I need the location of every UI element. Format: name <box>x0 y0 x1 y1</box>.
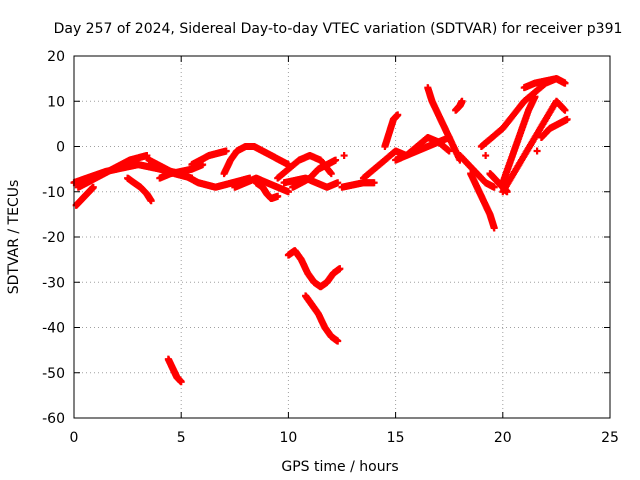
x-tick-label: 10 <box>279 430 297 446</box>
series-dip-3 <box>164 355 185 386</box>
data-point <box>143 152 151 160</box>
x-tick-label: 25 <box>601 430 619 446</box>
series-arc-late-4 <box>424 84 464 164</box>
data-point <box>177 378 185 386</box>
series-arc-early-2 <box>72 183 97 209</box>
data-point <box>334 179 342 187</box>
series-arc-late-15 <box>533 147 541 155</box>
data-point <box>394 111 402 119</box>
series-arc-mid-2 <box>188 147 230 169</box>
series-arc-late-13 <box>486 170 511 196</box>
series-arc-early-6 <box>156 161 207 182</box>
data-point <box>332 156 340 164</box>
y-tick-label: -10 <box>42 185 65 201</box>
data-point <box>490 183 498 191</box>
data-point <box>147 197 155 205</box>
x-tick-label: 0 <box>70 430 79 446</box>
series-arc-late-5 <box>452 97 466 114</box>
y-tick-label: -40 <box>42 321 65 337</box>
x-axis-label: GPS time / hours <box>281 459 398 475</box>
x-tick-label: 20 <box>494 430 512 446</box>
data-point <box>274 192 282 200</box>
series-arc-late-6 <box>456 152 498 191</box>
data-point <box>561 79 569 87</box>
data-point <box>89 183 97 191</box>
data-point <box>482 152 490 160</box>
data-point <box>336 265 344 273</box>
data-points <box>70 75 571 386</box>
data-point <box>334 337 342 345</box>
data-point <box>531 93 539 101</box>
series-arc-late-14 <box>482 152 490 160</box>
series-arc-mid-5 <box>252 179 282 203</box>
data-point <box>327 170 335 178</box>
series-arc-late-10 <box>499 97 569 196</box>
y-tick-label: 0 <box>56 140 65 156</box>
series-arc-mid-9 <box>338 179 378 191</box>
data-point <box>284 188 292 196</box>
series-arc-late-3 <box>392 133 453 164</box>
x-axis-ticks: 0 5 10 15 20 25 <box>70 56 619 446</box>
series-arc-early-4 <box>124 174 155 205</box>
y-axis-ticks: -60 -50 -40 -30 -20 -10 0 10 20 <box>42 49 610 427</box>
data-point <box>445 147 453 155</box>
series-arc-early-3 <box>74 152 151 191</box>
data-point <box>503 188 511 196</box>
y-axis-label: SDTVAR / TECUs <box>6 180 22 295</box>
series-arc-mid-3 <box>220 143 292 178</box>
y-tick-label: -20 <box>42 230 65 246</box>
y-tick-label: -30 <box>42 275 65 291</box>
series-arc-late-12 <box>520 75 569 92</box>
series-arc-mid-8 <box>280 174 342 191</box>
series-arc-late-9 <box>499 93 539 187</box>
data-point <box>370 179 378 187</box>
series-arc-late-2 <box>381 111 402 150</box>
chart-title: Day 257 of 2024, Sidereal Day-to-day VTE… <box>54 21 623 37</box>
data-point <box>490 224 498 232</box>
series-dip-1 <box>284 247 344 291</box>
x-tick-label: 15 <box>387 430 405 446</box>
series-arc-late-7 <box>467 170 498 232</box>
series-arc-late-11 <box>537 115 571 141</box>
data-point <box>561 106 569 114</box>
x-tick-label: 5 <box>177 430 186 446</box>
data-point <box>563 115 571 123</box>
y-tick-label: 20 <box>47 49 65 65</box>
data-point <box>458 97 466 105</box>
y-tick-label: -50 <box>42 366 65 382</box>
data-point <box>533 147 541 155</box>
series-arc-mid-10 <box>340 152 348 160</box>
data-point <box>340 152 348 160</box>
y-tick-label: 10 <box>47 94 65 110</box>
y-tick-label: -60 <box>42 411 65 427</box>
grid <box>74 56 610 418</box>
series-dip-2 <box>302 292 342 345</box>
data-point <box>222 147 230 155</box>
series-arc-mid-6 <box>274 152 335 182</box>
